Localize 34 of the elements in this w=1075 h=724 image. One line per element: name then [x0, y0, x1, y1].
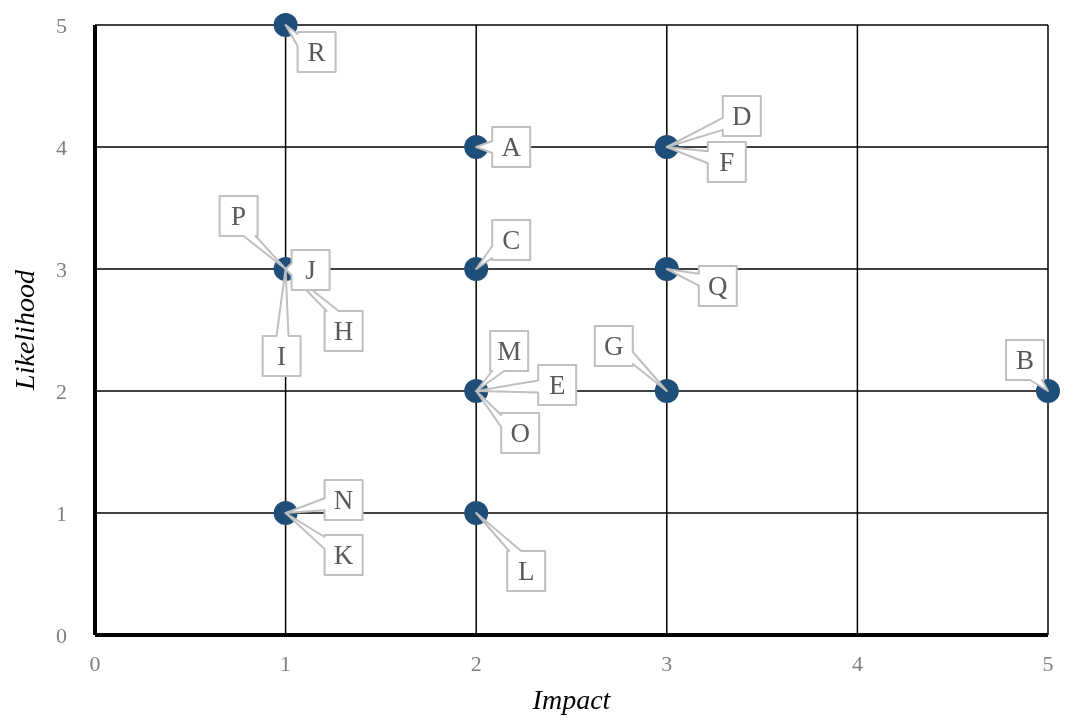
annotation: A	[501, 132, 522, 162]
y-tick-label: 3	[56, 256, 67, 282]
annotation: E	[548, 370, 566, 400]
x-tick-label: 5	[1042, 650, 1054, 676]
annotation: C	[502, 225, 521, 255]
y-tick-label: 4	[56, 134, 67, 160]
x-axis-title: Impact	[531, 683, 612, 715]
x-tick-label: 4	[851, 650, 863, 676]
x-tick-label: 1	[280, 650, 292, 676]
annotation: O	[510, 418, 530, 448]
annotation: L	[517, 556, 535, 586]
annotation: Q	[708, 271, 729, 301]
annotation: I	[277, 341, 287, 371]
annotation: H	[333, 316, 354, 346]
x-tick-label: 3	[661, 650, 673, 676]
y-axis-title: Likelihood	[8, 269, 40, 391]
annotation: B	[1015, 345, 1035, 375]
annotation: M	[497, 336, 522, 366]
annotation: P	[231, 201, 247, 231]
annotation: K	[333, 540, 354, 570]
point	[654, 379, 679, 403]
annotation: G	[604, 331, 624, 361]
y-tick-label: 0	[56, 622, 67, 648]
annotation: D	[732, 101, 752, 131]
y-tick-label: 5	[56, 12, 67, 38]
y-tick-label: 1	[56, 500, 67, 526]
x-tick-label: 2	[470, 650, 482, 676]
annotation: J	[305, 255, 316, 285]
annotation: R	[307, 37, 326, 67]
annotation: N	[333, 485, 354, 515]
y-tick-label: 2	[56, 378, 67, 404]
x-tick-label: 0	[89, 650, 101, 676]
point	[464, 501, 489, 525]
annotation: F	[719, 147, 735, 177]
